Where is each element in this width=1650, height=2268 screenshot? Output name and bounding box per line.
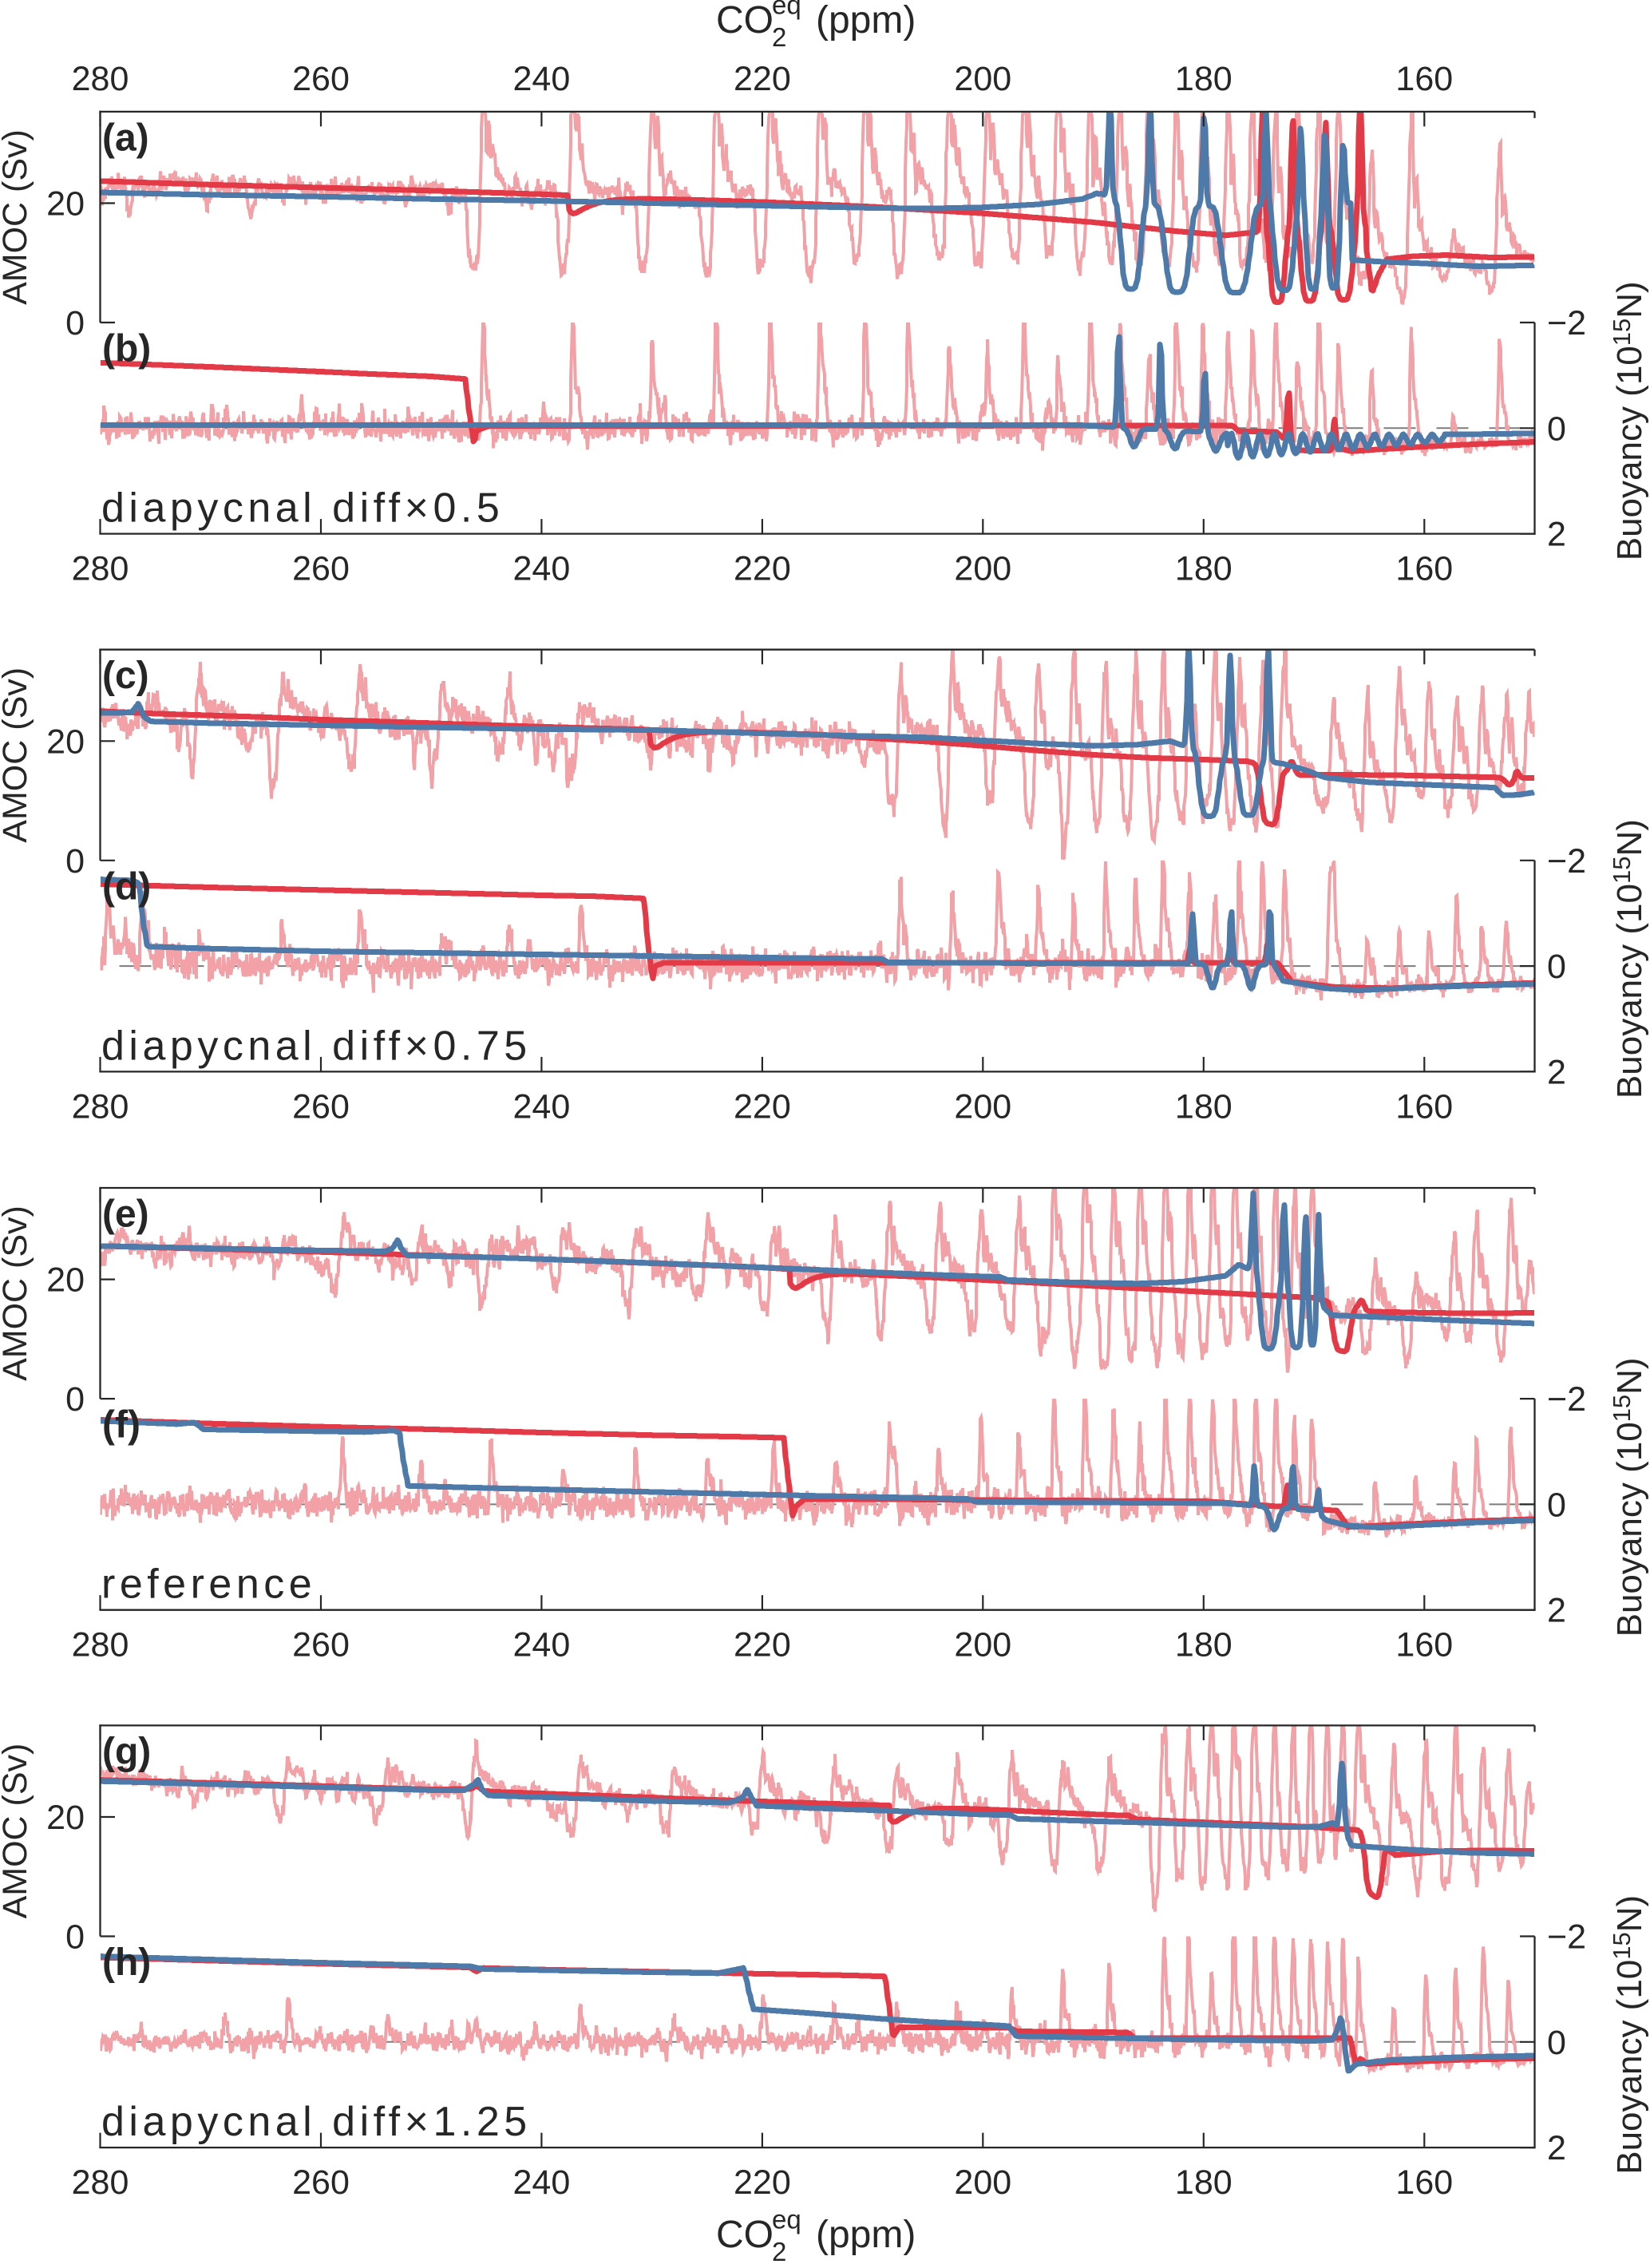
svg-text:0: 0 — [1547, 2024, 1566, 2062]
svg-text:0: 0 — [65, 304, 85, 342]
svg-text:240: 240 — [513, 60, 571, 98]
svg-text:−2: −2 — [1547, 1380, 1586, 1419]
svg-text:240: 240 — [513, 2163, 571, 2202]
svg-text:(f): (f) — [102, 1404, 140, 1447]
svg-text:220: 220 — [734, 2163, 791, 2202]
svg-text:220: 220 — [734, 60, 791, 98]
svg-text:diapycnal diff×1.25: diapycnal diff×1.25 — [101, 2099, 532, 2145]
svg-text:(g): (g) — [102, 1731, 151, 1773]
svg-text:(ppm): (ppm) — [816, 2214, 916, 2256]
svg-text:280: 280 — [72, 2163, 129, 2202]
svg-text:20: 20 — [46, 722, 85, 761]
svg-text:(d): (d) — [102, 865, 151, 908]
svg-text:eq: eq — [772, 0, 801, 20]
svg-text:260: 260 — [292, 1087, 350, 1126]
svg-text:180: 180 — [1175, 2163, 1233, 2202]
svg-text:160: 160 — [1395, 550, 1453, 588]
svg-text:200: 200 — [954, 1087, 1011, 1126]
svg-text:2: 2 — [1547, 2129, 1566, 2167]
svg-text:160: 160 — [1395, 2163, 1453, 2202]
svg-text:AMOC (Sv): AMOC (Sv) — [0, 129, 34, 305]
svg-text:diapycnal diff×0.75: diapycnal diff×0.75 — [101, 1023, 532, 1069]
svg-text:160: 160 — [1395, 1626, 1453, 1664]
svg-text:AMOC (Sv): AMOC (Sv) — [0, 1744, 34, 1919]
svg-text:eq: eq — [772, 2205, 801, 2234]
svg-text:(e): (e) — [102, 1193, 149, 1236]
svg-text:diapycnal diff×0.5: diapycnal diff×0.5 — [101, 485, 504, 532]
svg-text:−2: −2 — [1547, 304, 1586, 342]
svg-text:20: 20 — [46, 1261, 85, 1300]
svg-text:240: 240 — [513, 1087, 571, 1126]
svg-text:0: 0 — [65, 842, 85, 881]
svg-text:220: 220 — [734, 550, 791, 588]
svg-text:20: 20 — [46, 1799, 85, 1837]
svg-text:280: 280 — [72, 1087, 129, 1126]
svg-text:AMOC (Sv): AMOC (Sv) — [0, 1205, 34, 1381]
svg-text:−2: −2 — [1547, 842, 1586, 881]
svg-text:reference: reference — [101, 1561, 316, 1608]
svg-text:0: 0 — [65, 1380, 85, 1419]
svg-text:200: 200 — [954, 2163, 1011, 2202]
svg-text:220: 220 — [734, 1626, 791, 1664]
svg-text:0: 0 — [1547, 948, 1566, 986]
svg-text:2: 2 — [1547, 1592, 1566, 1630]
svg-text:280: 280 — [72, 60, 129, 98]
svg-text:280: 280 — [72, 550, 129, 588]
svg-text:20: 20 — [46, 185, 85, 224]
svg-text:0: 0 — [1547, 1486, 1566, 1524]
svg-text:CO: CO — [716, 0, 774, 42]
svg-text:180: 180 — [1175, 1087, 1233, 1126]
svg-text:180: 180 — [1175, 60, 1233, 98]
svg-text:160: 160 — [1395, 60, 1453, 98]
svg-text:(ppm): (ppm) — [816, 0, 916, 42]
svg-text:(c): (c) — [102, 655, 149, 697]
svg-text:260: 260 — [292, 60, 350, 98]
svg-text:0: 0 — [65, 1918, 85, 1957]
svg-text:280: 280 — [72, 1626, 129, 1664]
svg-text:2: 2 — [1547, 516, 1566, 554]
svg-text:2: 2 — [772, 22, 786, 52]
svg-text:180: 180 — [1175, 550, 1233, 588]
svg-text:200: 200 — [954, 1626, 1011, 1664]
svg-text:260: 260 — [292, 1626, 350, 1664]
svg-text:240: 240 — [513, 550, 571, 588]
svg-text:AMOC (Sv): AMOC (Sv) — [0, 667, 34, 843]
svg-text:−2: −2 — [1547, 1918, 1586, 1957]
svg-text:(b): (b) — [102, 328, 151, 370]
svg-text:0: 0 — [1547, 410, 1566, 448]
svg-text:2: 2 — [1547, 1053, 1566, 1091]
svg-text:(a): (a) — [102, 117, 149, 159]
svg-text:(h): (h) — [102, 1941, 151, 1984]
svg-text:240: 240 — [513, 1626, 571, 1664]
svg-text:200: 200 — [954, 550, 1011, 588]
svg-text:260: 260 — [292, 2163, 350, 2202]
svg-text:160: 160 — [1395, 1087, 1453, 1126]
svg-text:200: 200 — [954, 60, 1011, 98]
svg-text:260: 260 — [292, 550, 350, 588]
svg-text:220: 220 — [734, 1087, 791, 1126]
svg-text:2: 2 — [772, 2237, 786, 2264]
svg-text:CO: CO — [716, 2214, 774, 2256]
svg-text:180: 180 — [1175, 1626, 1233, 1664]
